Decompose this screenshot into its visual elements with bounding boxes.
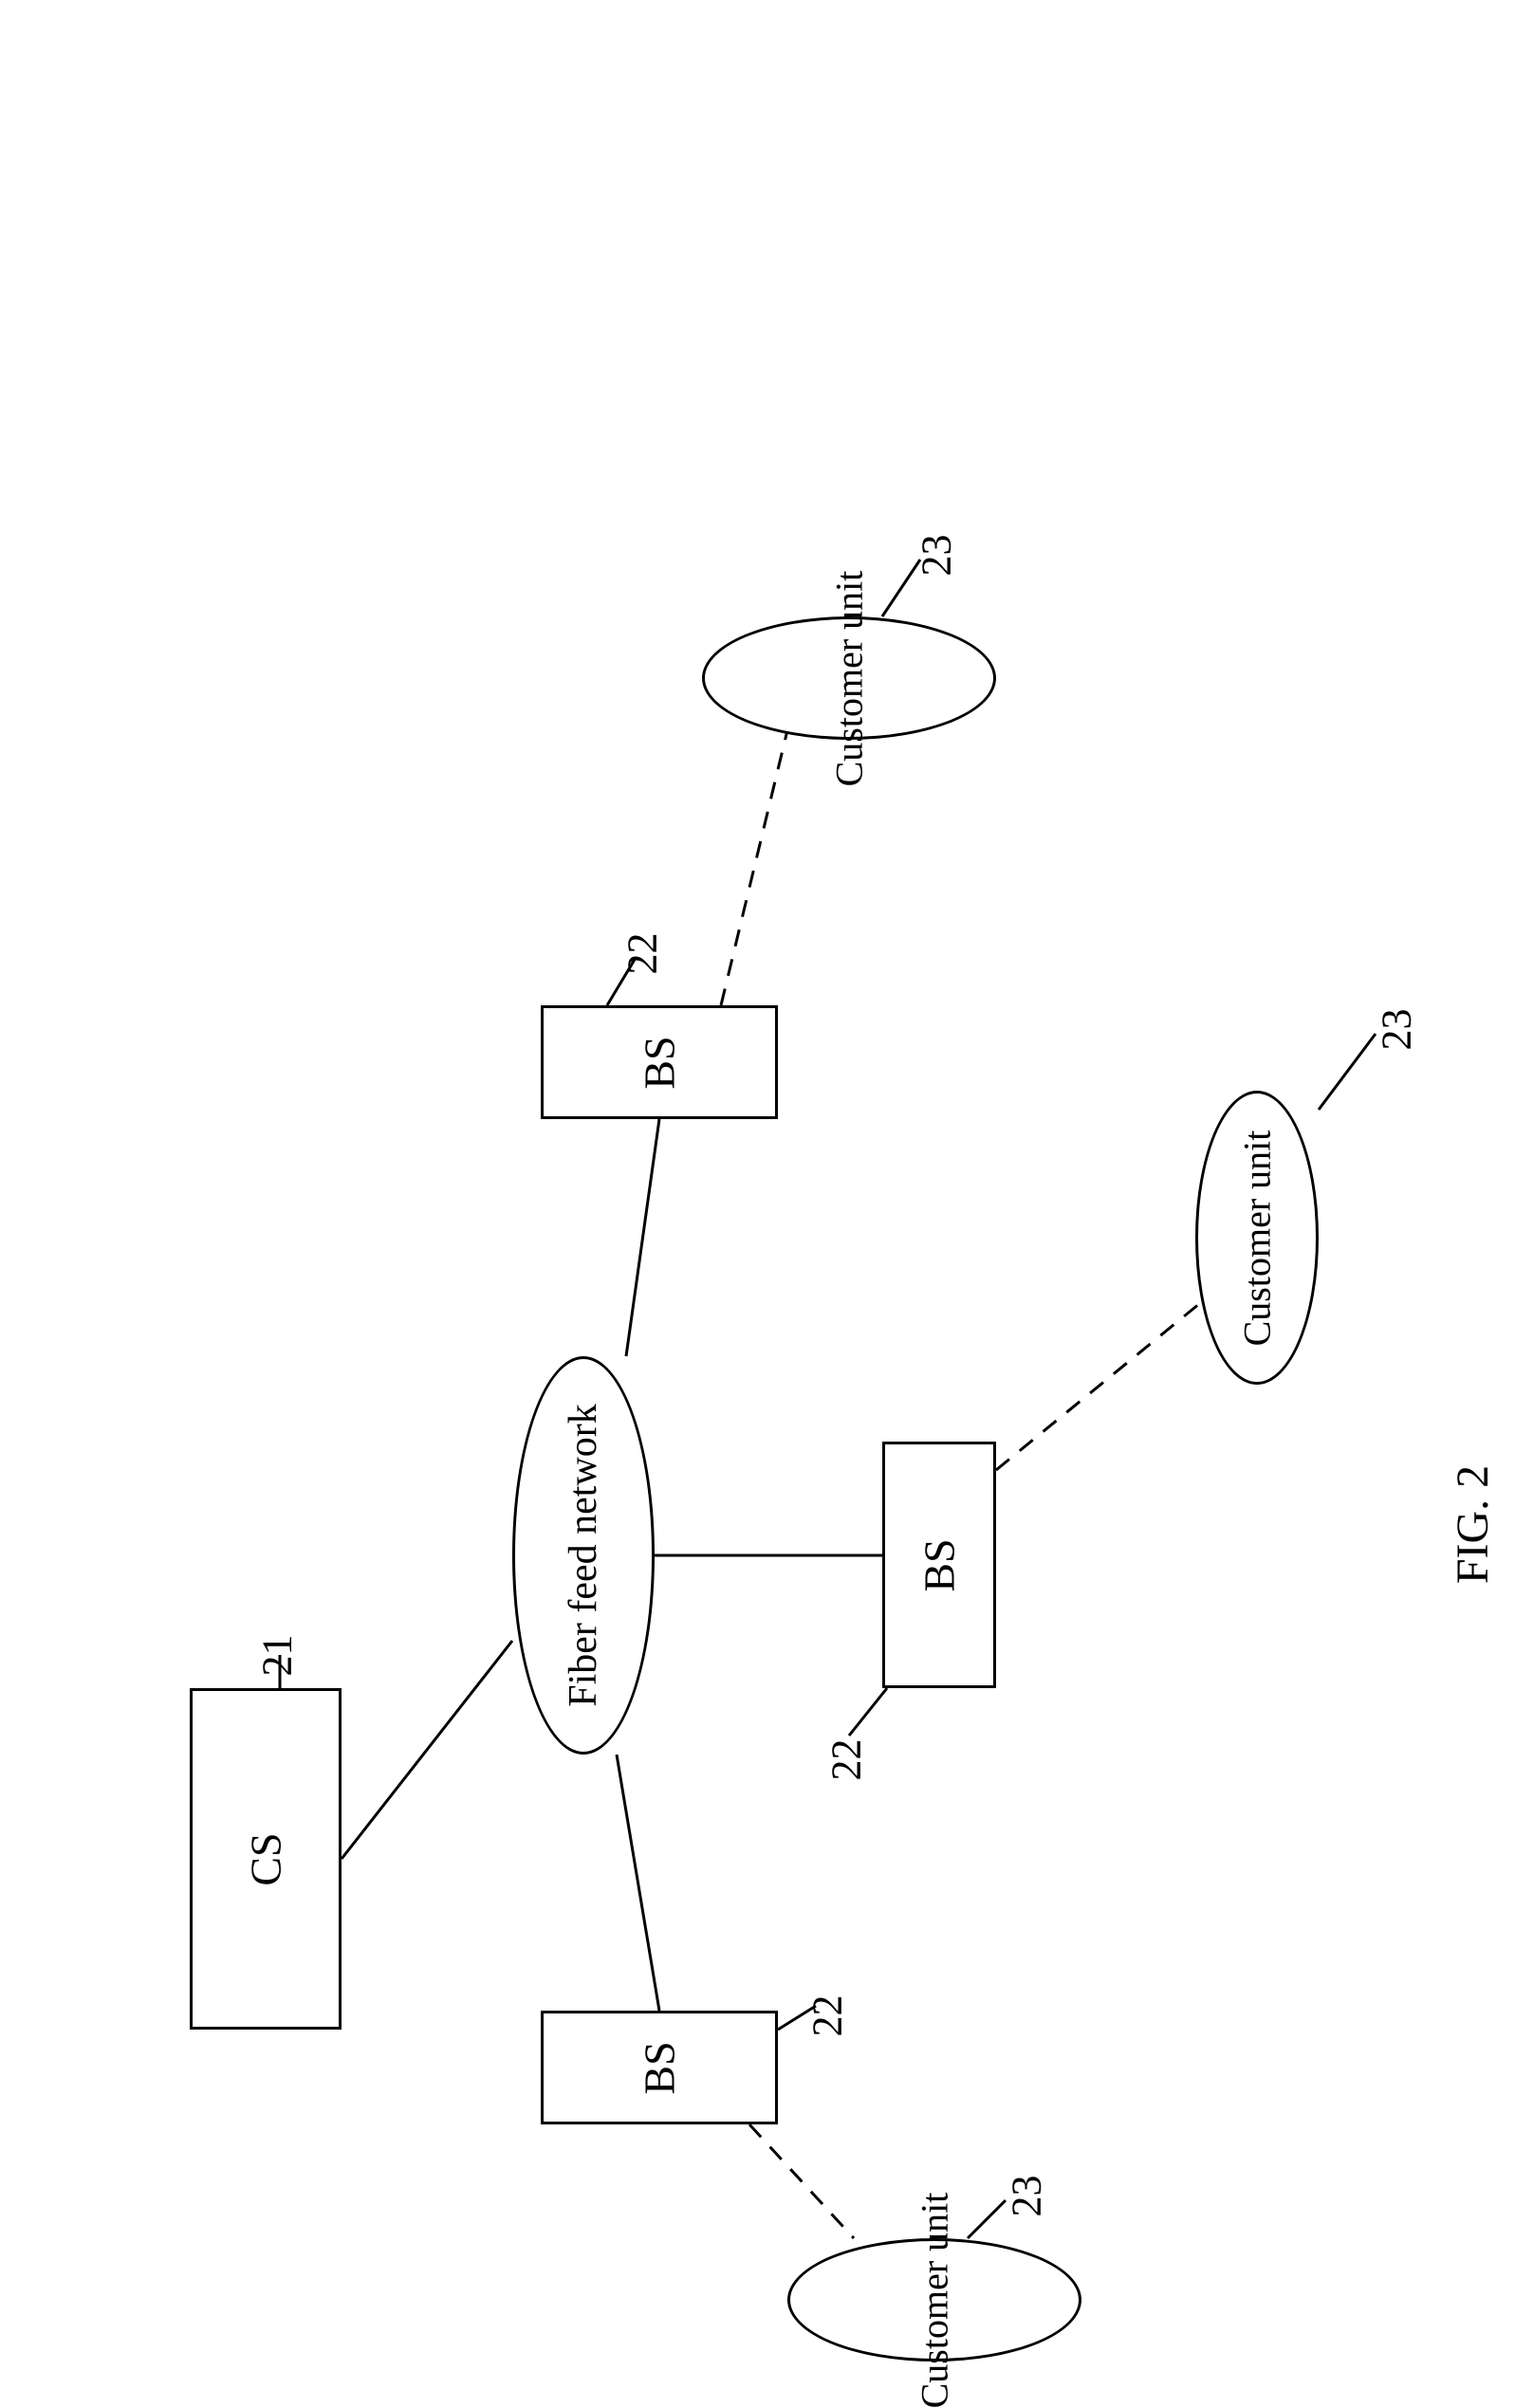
node-cs-label: CS [240, 1832, 290, 1885]
ref-cu2: 23 [1373, 1009, 1421, 1051]
node-cu1-label: Customer unit [827, 570, 872, 786]
node-bs2-label: BS [914, 1538, 964, 1591]
node-bs3: BS [541, 2011, 778, 2124]
node-bs1-label: BS [634, 1036, 684, 1089]
node-cs: CS [190, 1688, 342, 2030]
node-bs3-label: BS [634, 2041, 684, 2094]
node-ffn-label: Fiber feed network [561, 1404, 606, 1707]
ref-cu3: 23 [1003, 2176, 1051, 2217]
node-cu1: Customer unit [702, 616, 996, 740]
node-ffn: Fiber feed network [512, 1356, 655, 1755]
ref-bs2: 22 [822, 1739, 871, 1781]
ref-cs: 21 [253, 1635, 302, 1677]
ref-bs3: 22 [804, 1995, 852, 2037]
node-cu3: Customer unit [787, 2238, 1081, 2362]
node-cu2: Customer unit [1195, 1091, 1319, 1385]
ref-bs1: 22 [619, 933, 667, 975]
ref-cu1: 23 [913, 535, 961, 577]
node-bs1: BS [541, 1005, 778, 1119]
node-bs2: BS [882, 1442, 996, 1688]
figure-caption: FIG. 2 [1447, 1465, 1499, 1584]
node-cu3-label: Customer unit [913, 2192, 957, 2408]
figure-canvas: CS Fiber feed network BS BS BS Customer … [0, 0, 1515, 2346]
node-cu2-label: Customer unit [1235, 1130, 1280, 1346]
